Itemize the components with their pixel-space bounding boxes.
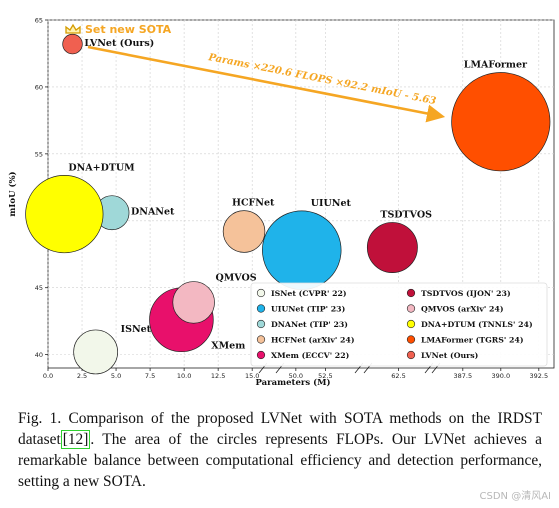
y-axis-label: mIoU (%) xyxy=(7,171,18,216)
bubble-lvnet-ours xyxy=(62,33,83,55)
bubble-hcfnet xyxy=(222,210,266,253)
bubble-isnet xyxy=(73,329,118,375)
legend-entry: HCFNet (arXiv' 24) xyxy=(271,336,355,345)
legend-marker xyxy=(256,288,266,298)
legend-box xyxy=(250,282,548,367)
y-tick-label: 45 xyxy=(35,284,43,292)
bubble-lmaformer xyxy=(451,72,551,172)
legend-marker xyxy=(406,288,416,298)
legend-marker xyxy=(406,304,416,313)
y-tick-label: 40 xyxy=(35,351,43,359)
bubble-uiunet xyxy=(262,210,342,290)
legend-marker xyxy=(256,319,266,329)
watermark: CSDN @清风AI xyxy=(479,491,551,502)
legend-entry: QMVOS (arXiv' 24) xyxy=(421,305,504,314)
x-tick-label: 392.5 xyxy=(529,372,548,380)
legend-entry: LVNet (Ours) xyxy=(421,351,478,360)
legend-marker xyxy=(256,350,266,360)
figure-caption: Fig. 1. Comparison of the proposed LVNet… xyxy=(18,408,542,492)
legend-entry: XMem (ECCV' 22) xyxy=(271,351,349,360)
bubble-label-qmvos: QMVOS xyxy=(216,273,257,284)
legend-marker xyxy=(256,304,266,313)
bubble-label-lmaformer: LMAFormer xyxy=(464,60,528,71)
bubble-label-dna-dtum: DNA+DTUM xyxy=(68,162,135,173)
x-tick-label: 0.0 xyxy=(43,372,53,380)
bubble-qmvos xyxy=(172,281,215,324)
legend-marker xyxy=(406,319,416,329)
legend-entry: DNA+DTUM (TNNLS' 24) xyxy=(421,320,533,329)
bubbles xyxy=(25,33,551,375)
caption-prefix: Fig. 1. Comparison of the proposed LVNet… xyxy=(18,410,542,448)
legend-entry: UIUNet (TIP' 23) xyxy=(271,305,345,314)
legend-entry: LMAFormer (TGRS' 24) xyxy=(421,336,524,345)
trend-arrow xyxy=(87,45,446,123)
bubble-dna-dtum xyxy=(25,174,104,254)
bubble-tsdtvos xyxy=(366,222,418,273)
y-tick-label: 65 xyxy=(35,17,43,25)
bubble-label-hcfnet: HCFNet xyxy=(232,198,275,209)
x-tick-label: 10.0 xyxy=(177,372,191,380)
sota-label: Set new SOTA xyxy=(85,23,172,36)
bubble-label-uiunet: UIUNet xyxy=(311,198,352,209)
y-tick-label: 55 xyxy=(35,150,43,158)
x-tick-label: 390.0 xyxy=(491,372,510,380)
citation-link[interactable]: [12] xyxy=(60,430,91,449)
bubble-label-lvnet-ours: LVNet (Ours) xyxy=(84,38,154,49)
bubble-label-isnet: ISNet xyxy=(121,324,152,335)
bubble-label-dnanet: DNANet xyxy=(131,207,175,218)
y-tick-label: 60 xyxy=(35,83,43,91)
bubble-labels: ISNet UIUNet DNANet HCFNet XMem TSDTVOS QMVOS D… xyxy=(68,38,528,352)
x-tick-label: 62.5 xyxy=(391,372,405,380)
legend-entry: DNANet (TIP' 23) xyxy=(271,320,348,329)
legend-marker xyxy=(406,335,416,344)
arrow-label: Params ×220.6 FLOPS ×92.2 mIoU - 5.63 xyxy=(206,52,437,107)
x-tick-label: 12.5 xyxy=(211,372,225,380)
legend-entry: ISNet (CVPR' 22) xyxy=(271,289,347,298)
legend-marker xyxy=(256,335,266,344)
x-tick-label: 50.0 xyxy=(289,372,303,380)
x-tick-label: 52.5 xyxy=(318,372,332,380)
legend: ISNet (CVPR' 22) UIUNet (TIP' 23) DNANet (… xyxy=(250,282,548,367)
crown-icon xyxy=(65,23,81,34)
bubble-chart: 404550556065 0.02.55.07.510.012.515.050.… xyxy=(7,17,555,388)
x-tick-label: 5.0 xyxy=(111,372,121,380)
legend-entry: TSDTVOS (IJON' 23) xyxy=(421,289,511,298)
x-tick-label: 7.5 xyxy=(145,372,155,380)
legend-marker xyxy=(406,350,416,360)
x-tick-label: 387.5 xyxy=(453,372,472,380)
x-tick-label: 2.5 xyxy=(77,372,87,380)
x-axis-ticks: 0.0 2.5 5.0 7.5 10.0 12.5 15.0 50.0 52.5 62.5 387.… xyxy=(43,368,548,380)
bubble-label-xmem: XMem xyxy=(211,341,245,352)
bubble-label-tsdtvos: TSDTVOS xyxy=(380,209,432,220)
x-axis-label: Parameters (M) xyxy=(255,377,330,388)
caption-suffix: . The area of the circles represents FLO… xyxy=(18,431,542,490)
x-tick-label: 15.0 xyxy=(245,372,259,380)
